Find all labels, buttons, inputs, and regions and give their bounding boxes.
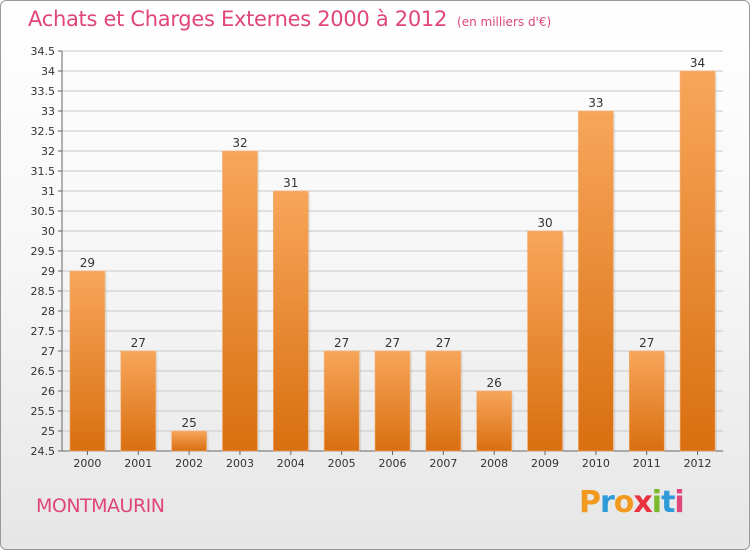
chart-title-text: Achats et Charges Externes 2000 à 2012: [28, 7, 448, 31]
y-tick-label: 28.5: [31, 285, 56, 298]
logo-letter: o: [613, 485, 635, 520]
logo-letter: r: [600, 485, 615, 520]
y-tick-label: 29.5: [31, 245, 56, 258]
y-tick-label: 27.5: [31, 325, 56, 338]
x-tick-label: 2004: [277, 457, 305, 470]
logo-letter: t: [661, 485, 675, 520]
data-label: 27: [334, 336, 349, 350]
y-tick-label: 25: [41, 425, 55, 438]
y-tick-label: 25.5: [31, 405, 56, 418]
y-tick-label: 27: [41, 345, 55, 358]
x-tick-label: 2012: [684, 457, 712, 470]
bar: [578, 110, 614, 452]
bar: [120, 350, 157, 452]
x-tick-label: 2002: [175, 457, 203, 470]
chart-title: Achats et Charges Externes 2000 à 2012 (e…: [28, 7, 551, 31]
y-tick-label: 32.5: [31, 125, 56, 138]
logo-letter: x: [633, 485, 652, 520]
bar: [323, 350, 360, 452]
data-label: 31: [283, 176, 298, 190]
y-tick-label: 26: [41, 385, 55, 398]
y-tick-label: 30.5: [31, 205, 56, 218]
bar: [679, 70, 716, 452]
bar: [425, 350, 462, 452]
y-tick-label: 30: [41, 225, 55, 238]
bar: [527, 230, 563, 452]
commune-name: MONTMAURIN: [36, 495, 165, 517]
y-tick-label: 28: [41, 305, 55, 318]
data-label: 25: [181, 416, 196, 430]
logo-letter: P: [579, 485, 601, 520]
x-tick-label: 2003: [226, 457, 254, 470]
x-tick-label: 2005: [328, 457, 356, 470]
bar: [222, 150, 258, 452]
data-label: 29: [80, 256, 95, 270]
x-tick-label: 2010: [582, 457, 610, 470]
y-tick-label: 33: [41, 105, 55, 118]
proxiti-logo[interactable]: Proxiti: [579, 485, 685, 520]
x-tick-label: 2000: [73, 457, 101, 470]
x-tick-label: 2011: [633, 457, 661, 470]
y-tick-label: 34: [41, 65, 55, 78]
logo-letter: i: [674, 485, 684, 520]
data-label: 30: [537, 216, 552, 230]
y-tick-label: 31.5: [31, 165, 56, 178]
data-label: 27: [639, 336, 654, 350]
data-label: 27: [385, 336, 400, 350]
y-tick-label: 24.5: [31, 445, 56, 458]
data-label: 27: [131, 336, 146, 350]
logo-letter: i: [651, 485, 662, 520]
x-tick-label: 2001: [124, 457, 152, 470]
data-label: 32: [232, 136, 247, 150]
data-label: 26: [487, 376, 502, 390]
y-tick-label: 33.5: [31, 85, 56, 98]
bar: [374, 350, 411, 452]
x-tick-label: 2009: [531, 457, 559, 470]
bar: [171, 430, 207, 452]
bar: [273, 190, 309, 452]
y-tick-label: 29: [41, 265, 55, 278]
bar: [628, 350, 665, 452]
x-tick-label: 2006: [379, 457, 407, 470]
x-tick-label: 2007: [429, 457, 457, 470]
y-tick-label: 31: [41, 185, 55, 198]
data-label: 27: [436, 336, 451, 350]
bar: [69, 270, 106, 452]
y-tick-label: 34.5: [31, 45, 56, 58]
y-tick-label: 26.5: [31, 365, 56, 378]
x-tick-label: 2008: [480, 457, 508, 470]
unit-label: (en milliers d'€): [457, 15, 552, 29]
y-tick-label: 32: [41, 145, 55, 158]
bar: [476, 390, 512, 452]
data-label: 34: [690, 56, 705, 70]
data-label: 33: [588, 96, 603, 110]
